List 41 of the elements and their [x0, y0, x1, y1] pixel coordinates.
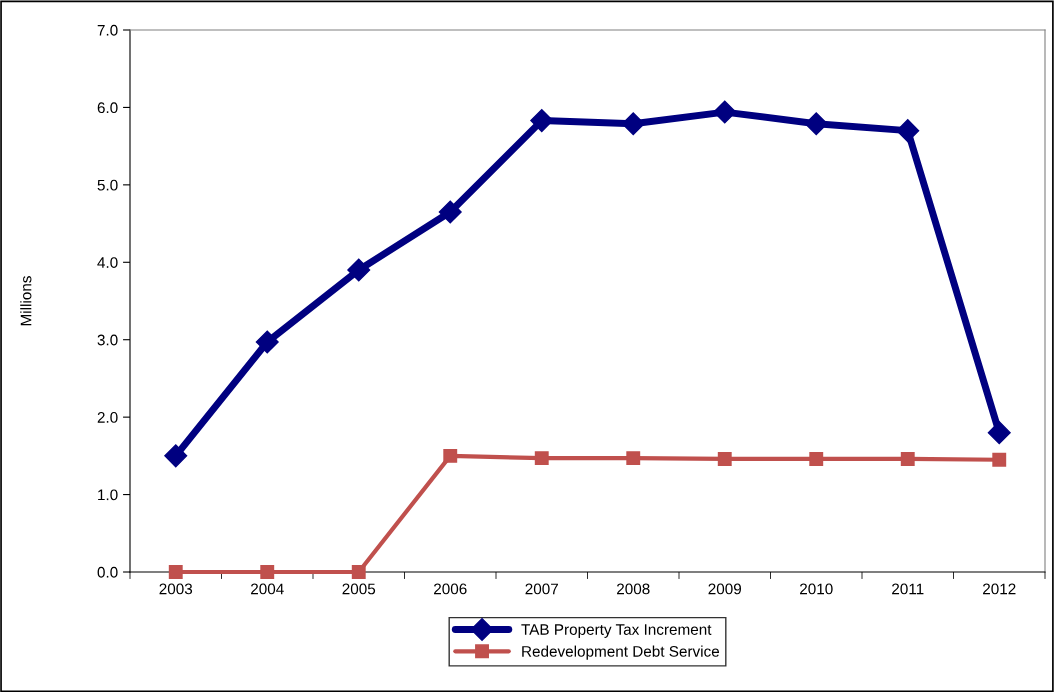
y-tick-label: 2.0 — [97, 412, 118, 423]
point — [713, 100, 737, 124]
point — [992, 452, 1007, 467]
y-tick-label: 7.0 — [97, 24, 118, 36]
y-tick-label: 5.0 — [97, 179, 118, 191]
y-tick-label: 6.0 — [97, 102, 118, 114]
point — [896, 119, 920, 143]
point — [987, 421, 1011, 445]
x-tick-label: 2012 — [983, 583, 1016, 595]
y-tick-label: 0.0 — [97, 566, 118, 578]
x-tick-label: 2007 — [525, 583, 558, 595]
point — [621, 112, 645, 136]
x-tick-label: 2010 — [800, 583, 833, 595]
point — [255, 330, 279, 354]
y-tick-label: 4.0 — [97, 257, 118, 268]
point — [168, 565, 183, 579]
point — [530, 109, 554, 133]
x-tick-label: 2003 — [159, 583, 193, 595]
x-tick-label: 2006 — [434, 583, 467, 595]
point — [260, 565, 275, 579]
x-tick-label: 2009 — [708, 583, 742, 595]
x-tick-label: 2004 — [251, 583, 284, 595]
point — [809, 452, 824, 466]
point — [443, 448, 458, 463]
legend-label: Redevelopment Debt Service — [522, 645, 720, 660]
point — [717, 452, 732, 466]
y-axis-title: Millions — [20, 276, 32, 326]
point — [438, 200, 462, 224]
x-tick-label: 2011 — [892, 583, 924, 595]
y-tick-label: 1.0 — [98, 489, 118, 501]
point — [900, 452, 915, 466]
y-tick-label: 3.0 — [97, 334, 118, 346]
point — [534, 451, 549, 466]
x-tick-label: 2005 — [342, 583, 376, 595]
point — [626, 451, 641, 466]
point — [164, 444, 188, 468]
point — [804, 112, 828, 136]
point — [347, 258, 371, 282]
point — [351, 565, 366, 579]
legend-label: TAB Property Tax Increment — [521, 624, 712, 638]
x-tick-label: 2008 — [617, 583, 650, 595]
